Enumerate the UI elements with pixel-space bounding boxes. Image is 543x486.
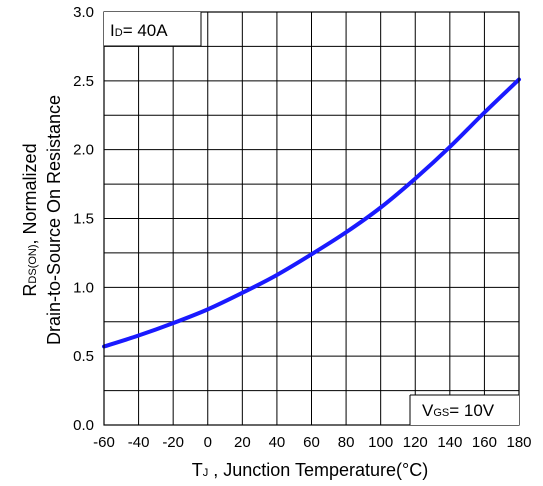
y-axis-title: RDS(ON), Normalized Drain-to-Source On R… bbox=[20, 95, 64, 345]
x-tick-label: 0 bbox=[204, 434, 212, 451]
x-tick-label: 80 bbox=[338, 434, 355, 451]
y-tick-label: 2.0 bbox=[73, 142, 94, 159]
y-tick-label: 3.0 bbox=[73, 4, 94, 21]
plot-frame bbox=[103, 11, 520, 426]
vgs-annotation-bg bbox=[410, 395, 519, 425]
y-tick-label: 0.0 bbox=[73, 417, 94, 434]
y-tick-labels: 0.0 0.5 1.0 1.5 2.0 2.5 3.0 bbox=[73, 4, 94, 434]
y-tick-label: 1.5 bbox=[73, 211, 94, 228]
x-tick-label: 140 bbox=[437, 434, 462, 451]
y-tick-label: 2.5 bbox=[73, 73, 94, 90]
y-tick-label: 1.0 bbox=[73, 279, 94, 296]
x-tick-labels: -60 -40 -20 0 20 40 60 80 100 120 140 160 180 bbox=[93, 434, 531, 451]
vgs-annotation: VGS= 10V bbox=[422, 401, 495, 420]
x-tick-label: -60 bbox=[93, 434, 115, 451]
x-tick-label: 100 bbox=[368, 434, 393, 451]
grid-lines bbox=[103, 11, 520, 426]
x-tick-label: 20 bbox=[234, 434, 251, 451]
x-tick-label: 120 bbox=[403, 434, 428, 451]
x-tick-label: 180 bbox=[506, 434, 531, 451]
x-tick-label: 40 bbox=[269, 434, 286, 451]
x-tick-label: -40 bbox=[128, 434, 150, 451]
x-tick-label: 160 bbox=[472, 434, 497, 451]
y-axis-title-line1: RDS(ON), Normalized bbox=[20, 143, 40, 296]
y-tick-label: 0.5 bbox=[73, 348, 94, 365]
x-tick-label: 60 bbox=[303, 434, 320, 451]
series-line-0 bbox=[102, 77, 521, 349]
x-axis-title: TJ , Junction Temperature(°C) bbox=[192, 460, 428, 480]
y-axis-title-line2: Drain-to-Source On Resistance bbox=[44, 95, 64, 345]
series-layer bbox=[102, 77, 521, 349]
id-annotation: ID= 40A bbox=[110, 21, 168, 40]
id-annotation-bg bbox=[104, 12, 201, 46]
x-tick-label: -20 bbox=[162, 434, 184, 451]
